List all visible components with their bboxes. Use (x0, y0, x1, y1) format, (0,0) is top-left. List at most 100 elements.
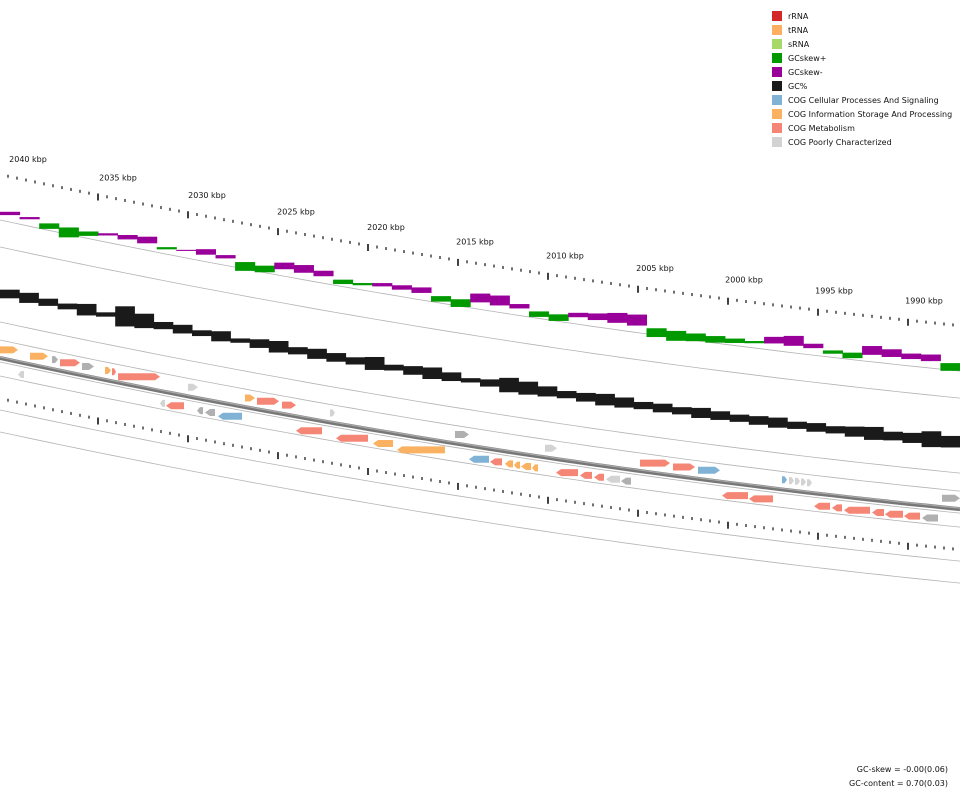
gene-arrow (789, 477, 794, 485)
gene-arrow (514, 461, 520, 469)
gene-arrow (922, 514, 938, 522)
gc-content-bar (902, 432, 923, 443)
legend-label: sRNA (788, 39, 810, 49)
gc-skew-negative-bar (862, 346, 883, 355)
gene-arrow (18, 370, 24, 378)
gene-arrow (397, 446, 445, 454)
gc-content-bar (38, 298, 59, 306)
gc-skew-negative-bar (195, 249, 217, 255)
kbp-tick-label: 2000 kbp (725, 276, 763, 285)
gene-arrow (782, 476, 787, 484)
gc-content-bar (556, 391, 577, 399)
gene-arrow (296, 427, 322, 435)
gc-skew-negative-bar (764, 336, 785, 344)
gc-content-bar (268, 341, 289, 353)
gc-skew-positive-bar (235, 262, 256, 271)
gc-content-bar (230, 338, 251, 343)
gc-skew-negative-bar (411, 287, 432, 293)
gc-skew-positive-bar (548, 314, 569, 321)
gc-content-bar (844, 426, 865, 437)
legend-swatch (772, 39, 782, 49)
gc-skew-positive-bar (528, 311, 550, 317)
gc-content-bar (134, 313, 155, 329)
gene-arrow (112, 368, 116, 376)
track-guide-line (0, 246, 960, 399)
gc-content-bar (576, 392, 596, 402)
gc-skew-positive-bar (685, 333, 706, 342)
gc-skew-negative-bar (117, 235, 138, 240)
legend-swatch (772, 123, 782, 133)
gc-content-bar (288, 347, 308, 355)
gc-skew-negative-bar (215, 255, 236, 259)
gc-skew-positive-bar (78, 231, 99, 236)
gc-content-bar (652, 403, 673, 413)
kbp-tick-label: 1995 kbp (815, 287, 853, 296)
gene-arrow (556, 469, 578, 477)
gc-skew-negative-bar (372, 283, 393, 287)
gc-content-bar (441, 372, 462, 382)
gene-arrow (885, 510, 903, 518)
gene-arrow (257, 397, 279, 405)
genome-backbone-highlight (0, 356, 960, 509)
gene-arrow (455, 431, 469, 439)
gene-arrow (330, 409, 335, 417)
legend-item-cog-poorly: COG Poorly Characterized (772, 135, 952, 149)
legend-swatch (772, 81, 782, 91)
gc-skew-positive-bar (156, 247, 177, 250)
gene-arrow (197, 407, 203, 415)
gc-skew-negative-bar (920, 354, 941, 362)
legend-swatch (772, 67, 782, 77)
gene-arrow (673, 463, 695, 471)
gc-content-bar (518, 381, 539, 395)
gc-skew-positive-bar (333, 279, 354, 285)
gene-arrow (580, 471, 592, 479)
kbp-tick-label: 2035 kbp (99, 174, 137, 183)
gene-arrow (904, 512, 920, 520)
gc-content-stat: GC-content = 0.70(0.03) (849, 779, 948, 788)
gc-skew-positive-bar (940, 363, 960, 371)
legend-label: GCskew- (788, 67, 823, 77)
gc-content-bar (787, 421, 807, 429)
gene-arrow (52, 356, 58, 364)
gc-content-bar (921, 431, 942, 448)
legend-item-gcskew-minus: GCskew- (772, 65, 952, 79)
legend-label: rRNA (788, 11, 809, 21)
gene-arrow (521, 462, 531, 470)
gc-skew-negative-bar (97, 233, 119, 236)
gc-content-bar (480, 379, 500, 387)
gene-arrow (942, 494, 960, 502)
gene-arrow (606, 475, 620, 483)
gc-content-bar (768, 417, 788, 428)
gc-skew-negative-bar (568, 312, 589, 318)
stats-panel: GC-skew = -0.00(0.06) GC-content = 0.70(… (849, 763, 948, 791)
gene-arrow (505, 460, 513, 468)
gc-skew-positive-bar (666, 330, 687, 341)
kbp-tick-label: 2025 kbp (277, 207, 315, 216)
gene-arrow (0, 346, 18, 354)
gc-content-bar (460, 378, 481, 383)
legend-label: COG Poorly Characterized (788, 137, 892, 147)
gc-content-bar (864, 426, 884, 440)
gene-arrow (532, 464, 538, 472)
gc-content-bar (326, 353, 347, 362)
gene-arrow (160, 399, 165, 407)
gc-content-bar (940, 435, 960, 448)
gc-content-bar (57, 303, 78, 310)
gc-skew-negative-bar (176, 249, 197, 251)
legend-label: tRNA (788, 25, 809, 35)
legend-swatch (772, 137, 782, 147)
gene-arrow (801, 478, 806, 486)
gc-content-bar (364, 356, 385, 370)
legend-swatch (772, 109, 782, 119)
legend-swatch (772, 11, 782, 21)
gene-arrow (118, 373, 160, 381)
gc-skew-positive-bar (724, 338, 745, 343)
legend-item-srna: sRNA (772, 37, 952, 51)
legend-label: COG Cellular Processes And Signaling (788, 95, 939, 105)
gc-skew-positive-bar (705, 336, 726, 343)
gc-skew-positive-bar (58, 227, 79, 238)
kbp-tick-label: 2020 kbp (367, 223, 405, 232)
kbp-tick-label: 1990 kbp (905, 296, 943, 305)
gene-arrow (832, 504, 842, 512)
